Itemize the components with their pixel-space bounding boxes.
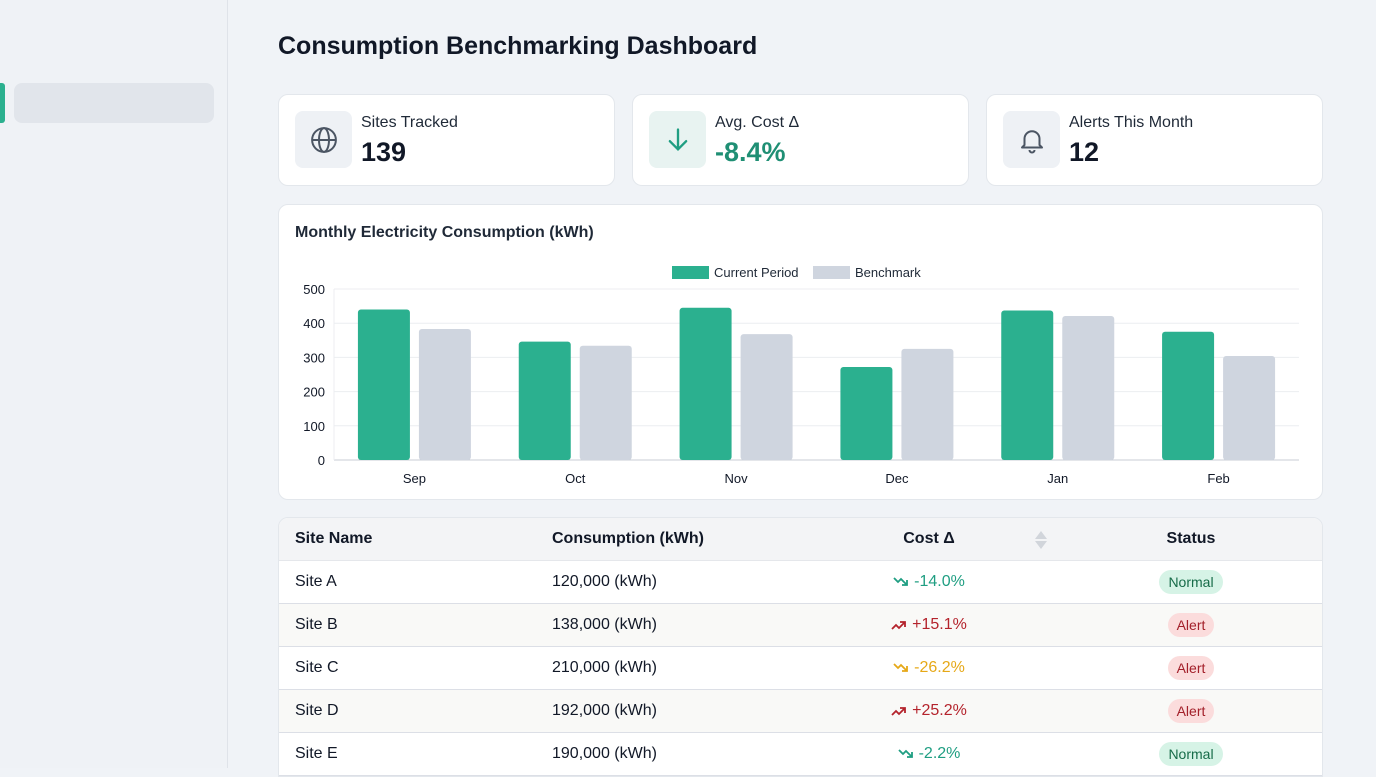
y-tick-label: 100 <box>303 419 325 434</box>
legend-label: Current Period <box>714 265 799 280</box>
kpi-alerts: Alerts This Month 12 <box>986 94 1323 186</box>
y-tick-label: 500 <box>303 282 325 297</box>
table-row[interactable]: Site C 210,000 (kWh) -26.2% Alert <box>279 647 1322 690</box>
legend-swatch <box>672 266 709 279</box>
chart-title: Monthly Electricity Consumption (kWh) <box>295 224 594 241</box>
arrow-down-icon <box>649 111 706 168</box>
status-badge: Alert <box>1167 613 1215 637</box>
legend-label: Benchmark <box>855 265 921 280</box>
cost-delta: +25.2% <box>839 690 1019 732</box>
cost-delta: +15.1% <box>839 604 1019 646</box>
kpi-label: Alerts This Month <box>1069 114 1194 131</box>
status-badge: Normal <box>1159 570 1223 594</box>
x-tick-label: Jan <box>1047 471 1068 486</box>
active-indicator <box>0 83 5 123</box>
kpi-value: 12 <box>1069 137 1100 167</box>
site-name: Site D <box>295 702 339 719</box>
trend-down-icon <box>897 749 913 758</box>
x-tick-label: Sep <box>403 471 426 486</box>
y-tick-label: 400 <box>303 316 325 331</box>
bar-current-dec <box>840 366 893 460</box>
cost-value: +15.1% <box>912 616 967 633</box>
status-cell: Alert <box>1091 604 1291 646</box>
cost-delta: -2.2% <box>839 733 1019 775</box>
bar-benchmark-sep <box>418 329 471 460</box>
y-tick-label: 0 <box>318 453 325 468</box>
site-name: Site A <box>295 573 337 590</box>
table-row[interactable]: Site A 120,000 (kWh) -14.0% Normal <box>279 561 1322 604</box>
table-row[interactable]: Site E 190,000 (kWh) -2.2% Normal <box>279 733 1322 776</box>
status-cell: Alert <box>1091 647 1291 689</box>
y-tick-label: 300 <box>303 350 325 365</box>
status-badge: Alert <box>1167 656 1215 680</box>
bar-current-feb <box>1162 331 1215 460</box>
consumption: 138,000 (kWh) <box>552 616 657 633</box>
consumption: 120,000 (kWh) <box>552 573 657 590</box>
x-tick-label: Feb <box>1207 471 1229 486</box>
bar-benchmark-feb <box>1223 356 1276 460</box>
bell-icon <box>1003 111 1060 168</box>
kpi-label: Sites Tracked <box>361 114 458 131</box>
bar-current-jan <box>1001 310 1054 460</box>
cost-delta: -14.0% <box>839 561 1019 603</box>
bar-current-sep <box>357 309 410 460</box>
bar-current-oct <box>518 341 571 460</box>
kpi-label: Avg. Cost Δ <box>715 114 800 131</box>
cost-value: -2.2% <box>918 745 961 762</box>
status-cell: Normal <box>1091 733 1291 775</box>
x-tick-label: Dec <box>885 471 909 486</box>
trend-up-icon <box>891 707 907 716</box>
header-consumption[interactable]: Consumption (kWh) <box>552 530 704 547</box>
sort-icon[interactable] <box>1034 530 1048 550</box>
x-tick-label: Nov <box>725 471 749 486</box>
table-header: Site Name Consumption (kWh) Cost Δ Statu… <box>279 518 1322 561</box>
cost-value: -14.0% <box>914 573 965 590</box>
x-tick-label: Oct <box>565 471 586 486</box>
bar-current-nov <box>679 307 732 460</box>
bar-chart: 0 100 200 300 400 500 Sep Oct Nov Dec Jan Feb Curren… <box>303 265 1299 486</box>
kpi-value: 139 <box>361 137 407 167</box>
header-cost[interactable]: Cost Δ <box>903 530 955 547</box>
bar-benchmark-oct <box>579 345 632 460</box>
consumption-chart: Monthly Electricity Consumption (kWh) 0 1… <box>278 204 1323 500</box>
header-status[interactable]: Status <box>1166 530 1216 547</box>
status-badge: Normal <box>1159 742 1223 766</box>
trend-down-icon <box>893 663 909 672</box>
sidebar-item-active[interactable] <box>14 83 214 123</box>
table-row[interactable]: Site B 138,000 (kWh) +15.1% Alert <box>279 604 1322 647</box>
page-title: Consumption Benchmarking Dashboard <box>278 32 758 60</box>
y-tick-label: 200 <box>303 385 325 400</box>
consumption: 192,000 (kWh) <box>552 702 657 719</box>
kpi-value: -8.4% <box>715 137 786 167</box>
site-name: Site B <box>295 616 338 633</box>
globe-icon <box>295 111 352 168</box>
status-cell: Alert <box>1091 690 1291 732</box>
bar-benchmark-nov <box>740 334 793 460</box>
consumption: 210,000 (kWh) <box>552 659 657 676</box>
site-name: Site C <box>295 659 339 676</box>
consumption: 190,000 (kWh) <box>552 745 657 762</box>
status-badge: Alert <box>1167 699 1215 723</box>
table-row[interactable]: Site D 192,000 (kWh) +25.2% Alert <box>279 690 1322 733</box>
sites-table: Site Name Consumption (kWh) Cost Δ Statu… <box>278 517 1323 777</box>
trend-down-icon <box>893 577 909 586</box>
status-cell: Normal <box>1091 561 1291 603</box>
cost-value: -26.2% <box>914 659 965 676</box>
site-name: Site E <box>295 745 338 762</box>
kpi-sites-tracked: Sites Tracked 139 <box>278 94 615 186</box>
header-site-name[interactable]: Site Name <box>295 530 373 547</box>
sidebar <box>0 0 228 768</box>
kpi-avg-cost: Avg. Cost Δ -8.4% <box>632 94 969 186</box>
legend-swatch <box>813 266 850 279</box>
bar-benchmark-jan <box>1062 316 1115 460</box>
cost-delta: -26.2% <box>839 647 1019 689</box>
trend-up-icon <box>891 621 907 630</box>
bar-benchmark-dec <box>901 348 954 460</box>
cost-value: +25.2% <box>912 702 967 719</box>
